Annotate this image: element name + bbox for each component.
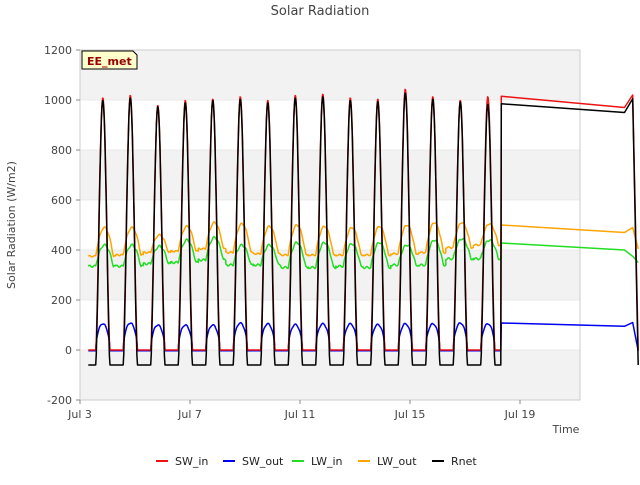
y-tick-label: 200 (51, 294, 72, 307)
legend-item-lw-out: LW_out (358, 455, 417, 468)
x-tick-label: Jul 15 (394, 408, 426, 421)
y-tick-label: 400 (51, 244, 72, 257)
x-tick-label: Jul 7 (177, 408, 202, 421)
y-tick-label: 1200 (44, 44, 72, 57)
y-axis-ticks: -200 0 200 400 600 800 1000 1200 (44, 44, 80, 407)
x-axis-label: Time (552, 423, 580, 436)
series-line-rnet (88, 92, 639, 366)
grid-band (80, 150, 580, 200)
y-tick-label: 0 (65, 344, 72, 357)
legend: SW_in SW_out LW_in LW_out Rnet (156, 455, 477, 468)
badge-label: EE_met (87, 55, 132, 68)
legend-label: LW_in (311, 455, 343, 468)
x-tick-label: Jul 19 (504, 408, 536, 421)
x-axis-ticks: Jul 3 Jul 7 Jul 11 Jul 15 Jul 19 (67, 400, 535, 421)
series-layer (87, 88, 639, 366)
series-line-sw-out (88, 321, 639, 352)
x-tick-label: Jul 3 (67, 408, 92, 421)
grid-bands (80, 50, 580, 400)
series-line-lw-in (87, 235, 639, 270)
y-tick-label: 800 (51, 144, 72, 157)
legend-item-rnet: Rnet (432, 455, 477, 468)
y-tick-label: 600 (51, 194, 72, 207)
legend-item-sw-out: SW_out (223, 455, 284, 468)
grid-band (80, 250, 580, 300)
legend-label: LW_out (377, 455, 417, 468)
chart-title: Solar Radiation (271, 4, 370, 19)
legend-label: SW_in (175, 455, 208, 468)
legend-label: SW_out (242, 455, 284, 468)
ee-met-badge: EE_met (81, 50, 138, 70)
y-tick-label: 1000 (44, 94, 72, 107)
legend-label: Rnet (451, 455, 477, 468)
badge-box (81, 50, 138, 70)
y-axis-label: Solar Radiation (W/m2) (5, 161, 18, 289)
legend-item-lw-in: LW_in (292, 455, 343, 468)
plot-frame (79, 49, 581, 401)
x-tick-label: Jul 11 (284, 408, 316, 421)
grid-band (80, 50, 580, 100)
y-tick-label: -200 (47, 394, 72, 407)
legend-item-sw-in: SW_in (156, 455, 208, 468)
series-line-lw-out (87, 221, 639, 258)
